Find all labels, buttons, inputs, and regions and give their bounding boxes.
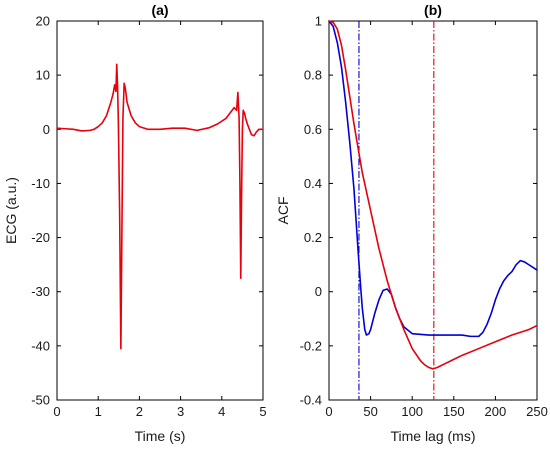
panel-a-y-tick-label: 10 bbox=[36, 68, 50, 83]
panel-b-y-tick-label: 0 bbox=[315, 284, 322, 299]
panel-b-series-line-0 bbox=[328, 20, 538, 338]
panel-b-x-tick-label: 250 bbox=[526, 404, 548, 419]
panel-b-x-tick-label: 0 bbox=[325, 404, 332, 419]
panel-b-y-tick-label: -0.2 bbox=[300, 338, 322, 353]
panel-a-x-tick-label: 0 bbox=[53, 404, 60, 419]
panel-a-x-tick-label: 2 bbox=[136, 404, 143, 419]
panel-a-y-tick-label: -30 bbox=[31, 284, 50, 299]
panel-a-y-tick-label: -50 bbox=[31, 393, 50, 408]
panel-a-axes: 0 1 2 3 4 5 -50 -40 -30 -20 -10 0 10 20 bbox=[31, 14, 266, 420]
panel-a-y-tick-label: -10 bbox=[31, 176, 50, 191]
panel-a-y-axis-label: ECG (a.u.) bbox=[3, 177, 19, 244]
panel-a-x-tick-label: 3 bbox=[177, 404, 184, 419]
panel-b-axes: 0 50 100 150 200 250 -0.4 -0.2 0 0.2 0.4 0.6 0.8 1 bbox=[300, 14, 548, 420]
panel-b-plot-area bbox=[328, 20, 538, 400]
panel-a-x-tick-label: 1 bbox=[95, 404, 102, 419]
panel-b-axes-box bbox=[328, 20, 538, 401]
panel-b-y-tick-label: 0.2 bbox=[304, 230, 322, 245]
panel-a-y-tick-label: -40 bbox=[31, 338, 50, 353]
panel-b-x-axis-label: Time lag (ms) bbox=[390, 428, 475, 444]
panel-a-series-line-0 bbox=[56, 63, 264, 350]
panel-b-x-tick-label: 100 bbox=[401, 404, 423, 419]
panel-a-plot-area bbox=[56, 63, 264, 350]
panel-b-y-tick-label: -0.4 bbox=[300, 393, 322, 408]
panel-b-x-tick-label: 150 bbox=[443, 404, 465, 419]
panel-a-y-tick-label: -20 bbox=[31, 230, 50, 245]
panel-b-title: (b) bbox=[424, 2, 442, 18]
panel-b-y-tick-label: 0.8 bbox=[304, 68, 322, 83]
panel-a-y-tick-label: 20 bbox=[36, 14, 50, 29]
panel-b-y-tick-label: 0.4 bbox=[304, 176, 322, 191]
panel-b-x-tick-label: 50 bbox=[363, 404, 377, 419]
panel-acf: (b) 0 50 100 150 200 250 -0.4 -0.2 0 0.2 0.4 0.6 0.8… bbox=[275, 2, 548, 444]
panel-b-y-axis-label: ACF bbox=[275, 197, 291, 225]
panel-a-axes-box bbox=[56, 20, 264, 401]
panel-a-title: (a) bbox=[151, 2, 168, 18]
panel-b-y-tick-label: 1 bbox=[315, 14, 322, 29]
panel-a-y-tick-label: 0 bbox=[43, 122, 50, 137]
panel-a-x-axis-label: Time (s) bbox=[135, 428, 186, 444]
panel-b-series-line-1 bbox=[328, 20, 538, 370]
panel-a-x-tick-label: 4 bbox=[218, 404, 225, 419]
panel-b-x-tick-label: 200 bbox=[485, 404, 507, 419]
panel-a-x-tick-label: 5 bbox=[259, 404, 266, 419]
panel-b-y-tick-label: 0.6 bbox=[304, 122, 322, 137]
